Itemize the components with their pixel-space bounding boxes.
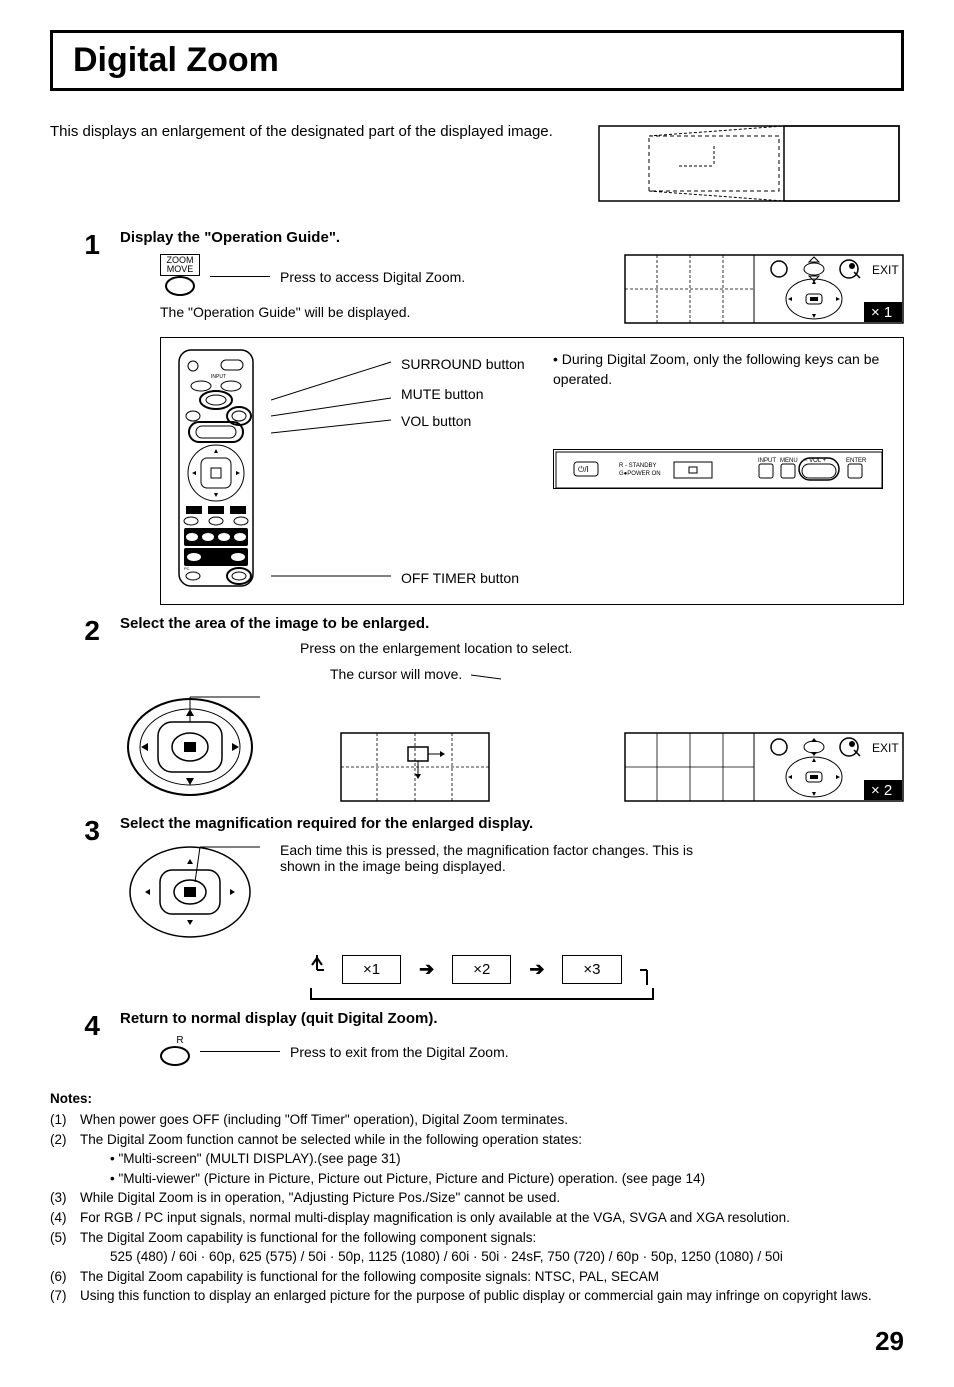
- step-1-press-text: Press to access Digital Zoom.: [280, 269, 465, 285]
- svg-text:R - STANDBY: R - STANDBY: [619, 463, 657, 469]
- note-item: (1)When power goes OFF (including "Off T…: [50, 1110, 904, 1130]
- remote-icon: INPUT: [171, 348, 261, 594]
- mag-x1: ×1: [342, 955, 401, 984]
- step-1-title: Display the "Operation Guide".: [120, 229, 904, 246]
- offtimer-label: OFF TIMER button: [401, 567, 533, 589]
- note-item: (2)The Digital Zoom function cannot be s…: [50, 1130, 904, 1150]
- arrow-icon: ➔: [529, 959, 544, 980]
- note-item: (7)Using this function to display an enl…: [50, 1286, 904, 1306]
- exit-label: EXIT: [872, 263, 899, 277]
- step-4: 4 Return to normal display (quit Digital…: [50, 1010, 904, 1074]
- intro-text: This displays an enlargement of the desi…: [50, 121, 594, 142]
- step-3-num: 3: [70, 815, 100, 847]
- r-label: R: [170, 1035, 190, 1046]
- step-4-press: Press to exit from the Digital Zoom.: [290, 1044, 509, 1060]
- note-item: (4)For RGB / PC input signals, normal mu…: [50, 1208, 904, 1228]
- step-1: 1 Display the "Operation Guide". ZOOM MO…: [50, 229, 904, 605]
- note-item: (3)While Digital Zoom is in operation, "…: [50, 1188, 904, 1208]
- zoom-keys-note: • During Digital Zoom, only the followin…: [553, 348, 893, 389]
- surround-label: SURROUND button: [401, 353, 533, 375]
- svg-text:INPUT: INPUT: [758, 458, 776, 464]
- step-2: 2 Select the area of the image to be enl…: [50, 615, 904, 805]
- note-item: (5)The Digital Zoom capability is functi…: [50, 1228, 904, 1248]
- step-3-desc: Each time this is pressed, the magnifica…: [280, 842, 720, 874]
- dpad-icon: [120, 692, 260, 805]
- note-item: 525 (480) / 60i · 60p, 625 (575) / 50i ·…: [50, 1247, 904, 1267]
- arrow-icon: ➔: [419, 959, 434, 980]
- r-button-icon: [160, 1046, 190, 1066]
- step-2-press: Press on the enlargement location to sel…: [300, 640, 904, 656]
- page-title: Digital Zoom: [73, 41, 881, 80]
- step-4-title: Return to normal display (quit Digital Z…: [120, 1010, 904, 1027]
- svg-text:⏻/I: ⏻/I: [578, 465, 589, 474]
- svg-text:ENTER: ENTER: [846, 458, 867, 464]
- zoom-button-icon: [165, 276, 195, 296]
- vol-label: VOL button: [401, 410, 533, 432]
- cursor-text: The cursor will move.: [330, 666, 462, 682]
- note-item: • "Multi-screen" (MULTI DISPLAY).(see pa…: [50, 1149, 904, 1169]
- svg-text:PC: PC: [184, 566, 190, 571]
- step-1-displayed-text: The "Operation Guide" will be displayed.: [160, 304, 604, 320]
- dpad-center-icon: [120, 842, 260, 945]
- step-3: 3 Select the magnification required for …: [50, 815, 904, 1000]
- notes-title: Notes:: [50, 1089, 904, 1109]
- svg-text:G●POWER ON: G●POWER ON: [619, 471, 661, 477]
- page-title-box: Digital Zoom: [50, 30, 904, 91]
- mag-x2: ×2: [452, 955, 511, 984]
- note-item: (6)The Digital Zoom capability is functi…: [50, 1267, 904, 1287]
- step-1-num: 1: [70, 229, 100, 261]
- intro-diagram: [594, 121, 904, 209]
- mute-label: MUTE button: [401, 383, 533, 405]
- osd-x1: EXIT × 1: [624, 254, 904, 327]
- osd-x2: EXIT × 2: [624, 732, 904, 805]
- page-number: 29: [50, 1326, 904, 1357]
- notes-section: Notes: (1)When power goes OFF (including…: [50, 1089, 904, 1306]
- step-2-title: Select the area of the image to be enlar…: [120, 615, 904, 632]
- step-2-num: 2: [70, 615, 100, 647]
- svg-text:INPUT: INPUT: [211, 374, 226, 380]
- note-item: • "Multi-viewer" (Picture in Picture, Pi…: [50, 1169, 904, 1189]
- intro-row: This displays an enlargement of the desi…: [50, 121, 904, 209]
- remote-diagram-box: INPUT: [160, 337, 904, 605]
- step-3-title: Select the magnification required for th…: [120, 815, 904, 832]
- svg-text:× 2: × 2: [871, 782, 892, 799]
- svg-text:× 1: × 1: [871, 304, 892, 321]
- step-4-num: 4: [70, 1010, 100, 1042]
- svg-text:MENU: MENU: [780, 458, 798, 464]
- grid-cursor-icon: [340, 732, 490, 805]
- zoom-move-label: ZOOM MOVE: [160, 254, 200, 276]
- svg-text:EXIT: EXIT: [872, 741, 899, 755]
- front-panel-icon: ⏻/I R - STANDBY G●POWER ON INPUT MENU − …: [553, 389, 893, 492]
- mag-x3: ×3: [562, 955, 621, 984]
